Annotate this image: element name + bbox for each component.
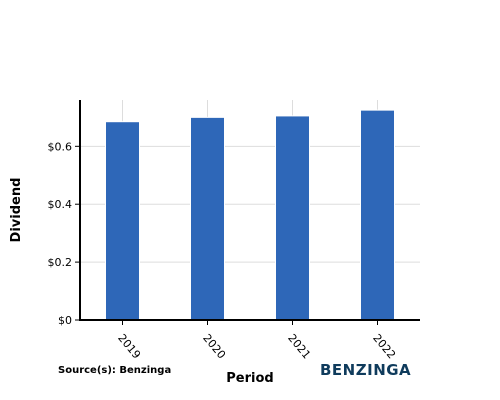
x-tick-label: 2020 [200, 332, 228, 362]
benzinga-logo: BENZINGA [320, 361, 411, 379]
y-tick-label: $0.4 [48, 198, 73, 211]
axes-layer [79, 100, 420, 321]
x-tick-label: 2021 [285, 332, 313, 362]
bar-2021 [275, 115, 310, 321]
bars-layer [105, 109, 395, 321]
bar-2022 [360, 109, 395, 321]
source-label: Source(s): Benzinga [58, 365, 171, 376]
x-axis-title: Period [226, 371, 273, 386]
y-axis-title: Dividend [9, 178, 24, 243]
y-tick-label: $0 [58, 314, 72, 327]
bar-2019 [105, 121, 140, 321]
x-tick-label: 2019 [115, 332, 143, 362]
bar-2020 [190, 116, 225, 321]
x-tick-label: 2022 [370, 332, 398, 362]
y-tick-label: $0.6 [48, 140, 73, 153]
y-tick-label: $0.2 [48, 256, 73, 269]
